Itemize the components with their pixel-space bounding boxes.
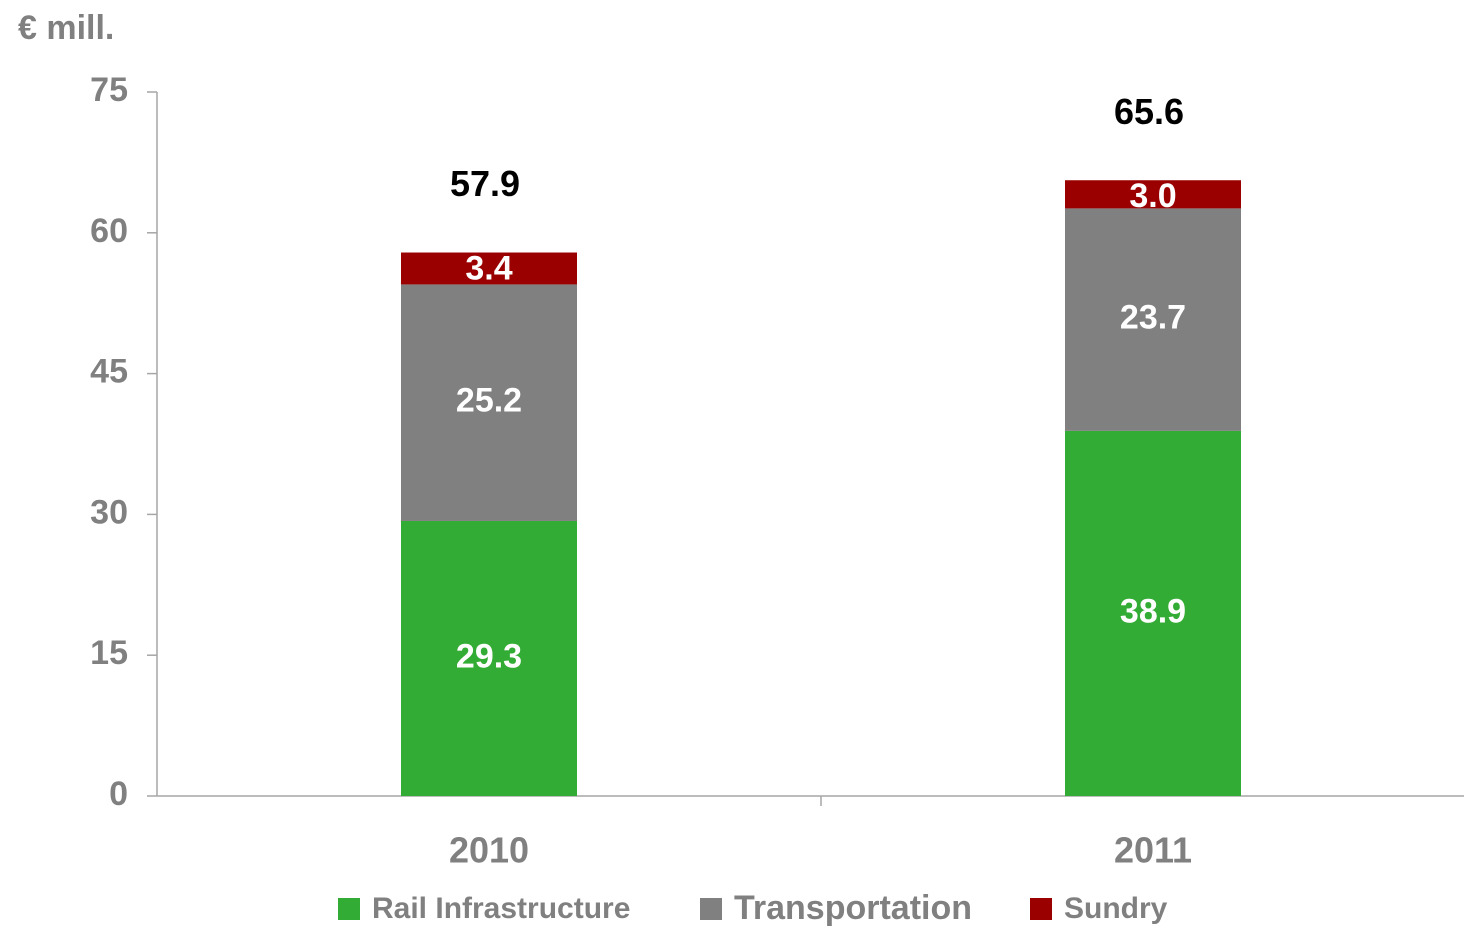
legend-swatch	[700, 898, 722, 920]
bar-segment	[401, 252, 577, 285]
legend-label: Sundry	[1064, 892, 1168, 925]
bar-segment	[1065, 430, 1241, 796]
y-tick-label: 45	[90, 353, 128, 391]
y-tick-label: 0	[109, 775, 128, 813]
x-tick-label: 2010	[449, 830, 529, 871]
value-label: 23.7	[1120, 299, 1186, 337]
bar-segment	[401, 520, 577, 796]
bar-segment	[401, 284, 577, 521]
y-axis-unit: € mill.	[18, 9, 114, 47]
legend-label: Rail Infrastructure	[372, 892, 630, 925]
legend-swatch	[338, 898, 360, 920]
x-tick-label: 2011	[1114, 830, 1192, 871]
value-label: 25.2	[456, 382, 522, 420]
bar-segment	[1065, 180, 1241, 209]
value-label: 3.0	[1129, 177, 1176, 215]
y-tick-label: 15	[90, 634, 128, 672]
legend-label: Transportation	[734, 889, 972, 927]
value-label: 3.4	[465, 249, 512, 287]
total-label: 57.9	[450, 163, 520, 204]
y-tick-label: 75	[90, 71, 128, 109]
legend-swatch	[1030, 898, 1052, 920]
y-tick-label: 30	[90, 493, 128, 531]
y-tick-label: 60	[90, 212, 128, 250]
value-label: 38.9	[1120, 592, 1186, 630]
value-label: 29.3	[456, 637, 522, 675]
total-label: 65.6	[1114, 91, 1184, 132]
bar-segment	[1065, 208, 1241, 431]
